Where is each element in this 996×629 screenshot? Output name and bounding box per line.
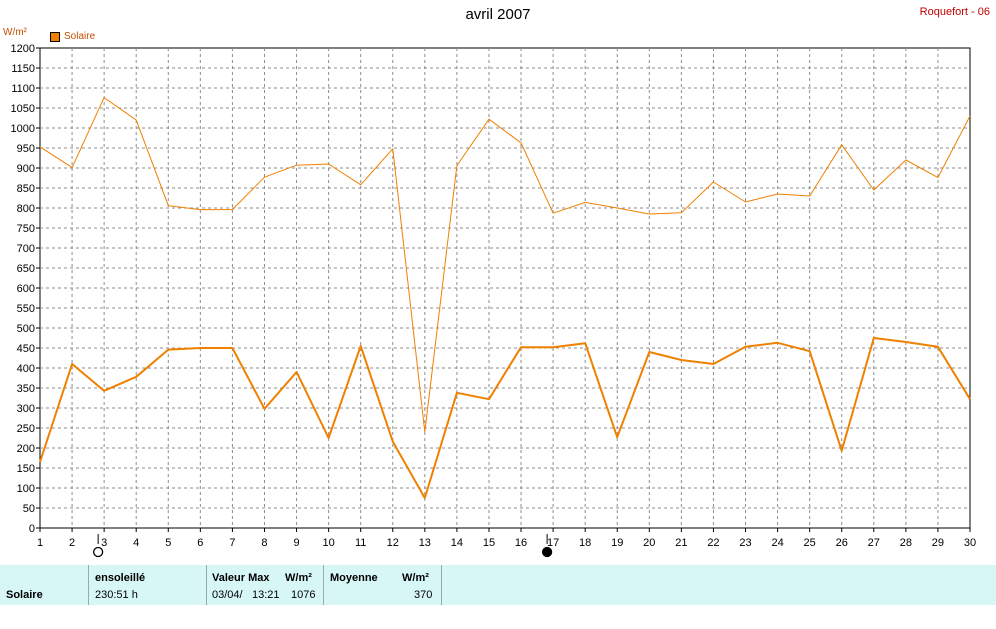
x-tick-label: 15 — [483, 537, 495, 549]
x-tick-label: 5 — [165, 537, 171, 549]
solar-chart: 0 50 100 150 200 250 300 350 400 450 500 550 600 650 7… — [11, 43, 976, 558]
x-tick-label: 4 — [133, 537, 139, 549]
x-tick-label: 13 — [419, 537, 431, 549]
y-tick-label: 50 — [23, 503, 35, 515]
ensoleille-value: 230:51 h — [95, 589, 138, 601]
x-tick-label: 10 — [322, 537, 334, 549]
y-tick-label: 200 — [17, 443, 35, 455]
moyenne-label: Moyenne — [330, 572, 378, 584]
new-moon-icon — [92, 546, 104, 558]
summary-divider — [323, 565, 324, 605]
x-tick-label: 21 — [675, 537, 687, 549]
legend-label: Solaire — [64, 31, 96, 42]
series-line-max — [39, 97, 971, 433]
x-tick-label: 18 — [579, 537, 591, 549]
chart-title: avril 2007 — [465, 6, 531, 23]
x-tick-label: 2 — [69, 537, 75, 549]
ensoleille-label: ensoleillé — [95, 572, 146, 584]
summary-divider — [206, 565, 207, 605]
moyenne-unit: W/m² — [402, 572, 429, 584]
x-tick-label: 3 — [101, 537, 107, 549]
y-tick-label: 1200 — [11, 43, 35, 55]
station-name: Roquefort - 06 — [919, 6, 990, 18]
x-tick-label: 26 — [836, 537, 848, 549]
x-tick-label: 28 — [900, 537, 912, 549]
y-tick-label: 900 — [17, 163, 35, 175]
x-tick-label: 12 — [387, 537, 399, 549]
valeur-max-label: Valeur Max — [212, 572, 270, 584]
x-tick-label: 16 — [515, 537, 527, 549]
x-tick-label: 11 — [355, 537, 366, 549]
x-tick-label: 23 — [739, 537, 751, 549]
y-tick-label: 600 — [17, 283, 35, 295]
x-tick-label: 9 — [293, 537, 299, 549]
legend: Solaire — [50, 31, 95, 42]
summary-divider — [88, 565, 89, 605]
y-tick-label: 750 — [17, 223, 35, 235]
x-tick-label: 8 — [261, 537, 267, 549]
y-tick-label: 950 — [17, 143, 35, 155]
x-tick-label: 17 — [547, 537, 559, 549]
x-tick-label: 14 — [451, 537, 463, 549]
y-tick-label: 450 — [17, 343, 35, 355]
moyenne-value: 370 — [414, 589, 433, 601]
valeur-max-value: 1076 — [291, 589, 316, 601]
y-tick-label: 550 — [17, 303, 35, 315]
y-tick-label: 400 — [17, 363, 35, 375]
x-tick-label: 27 — [868, 537, 880, 549]
y-tick-label: 300 — [17, 403, 35, 415]
y-tick-label: 150 — [17, 463, 35, 475]
series-line-mean — [39, 337, 971, 499]
y-tick-label: 800 — [17, 203, 35, 215]
x-tick-label: 1 — [37, 537, 43, 549]
y-tick-label: 1050 — [11, 103, 35, 115]
y-tick-label: 1100 — [11, 83, 35, 95]
y-tick-label: 500 — [17, 323, 35, 335]
x-tick-label: 25 — [804, 537, 816, 549]
full-moon-icon — [541, 546, 553, 558]
y-tick-label: 350 — [17, 383, 35, 395]
summary-panel — [0, 565, 996, 605]
x-tick-label: 22 — [707, 537, 719, 549]
y-tick-label: 100 — [17, 483, 35, 495]
x-tick-label: 19 — [611, 537, 623, 549]
y-tick-label: 250 — [17, 423, 35, 435]
summary-row-label: Solaire — [6, 589, 43, 601]
y-tick-label: 700 — [17, 243, 35, 255]
y-tick-label: 650 — [17, 263, 35, 275]
valeur-max-unit: W/m² — [285, 572, 312, 584]
x-tick-label: 24 — [771, 537, 783, 549]
summary-divider — [441, 565, 442, 605]
x-tick-label: 30 — [964, 537, 976, 549]
y-axis-unit: W/m² — [3, 27, 27, 38]
x-tick-label: 29 — [932, 537, 944, 549]
y-tick-label: 850 — [17, 183, 35, 195]
x-tick-label: 6 — [197, 537, 203, 549]
y-tick-label: 1000 — [11, 123, 35, 135]
y-tick-label: 0 — [29, 523, 35, 535]
x-tick-label: 7 — [229, 537, 235, 549]
valeur-max-date: 03/04/ — [212, 589, 243, 601]
valeur-max-time: 13:21 — [252, 589, 280, 601]
legend-swatch — [50, 31, 60, 42]
x-tick-label: 20 — [643, 537, 655, 549]
y-tick-label: 1150 — [11, 63, 35, 75]
